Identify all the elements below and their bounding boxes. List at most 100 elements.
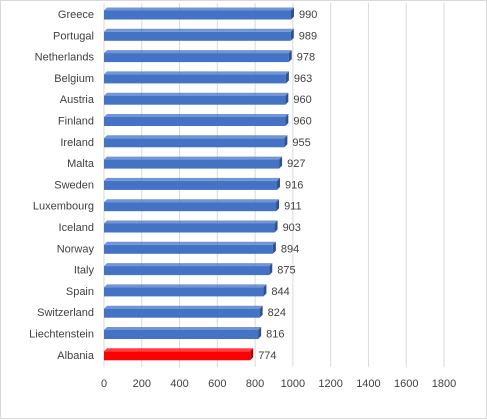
- x-tick-label: 800: [246, 378, 264, 390]
- bar-front-face: [104, 287, 264, 297]
- bar: [104, 114, 289, 126]
- bar-side-face: [285, 114, 289, 126]
- bar-top-face: [104, 135, 288, 139]
- category-label: Portugal: [53, 30, 94, 42]
- category-label: Spain: [66, 286, 94, 298]
- bar-front-face: [104, 266, 270, 276]
- bar-top-face: [104, 28, 294, 32]
- data-label: 774: [258, 350, 276, 362]
- bar-side-face: [269, 263, 273, 276]
- bar-front-face: [104, 351, 251, 361]
- bar-side-face: [291, 7, 294, 20]
- data-label: 960: [293, 116, 311, 128]
- data-label: 844: [271, 286, 289, 298]
- x-tick-label: 1800: [432, 378, 456, 390]
- bar-top-face: [104, 220, 278, 224]
- data-label: 816: [266, 329, 284, 341]
- bar-top-face: [104, 241, 276, 245]
- bar: [104, 177, 281, 190]
- bar: [104, 50, 292, 63]
- x-tick-label: 200: [133, 378, 151, 390]
- data-label: 824: [268, 307, 286, 319]
- bar-front-face: [104, 330, 259, 339]
- x-tick-label: 0: [101, 378, 107, 390]
- bar-front-face: [104, 31, 291, 41]
- x-tick-label: 1000: [281, 378, 305, 390]
- bar-front-face: [104, 180, 278, 190]
- bar-top-face: [104, 50, 292, 54]
- bar: [104, 156, 283, 169]
- x-tick-label: 1200: [318, 378, 342, 390]
- bar: [104, 28, 294, 41]
- data-label: 989: [299, 30, 317, 42]
- bar-side-face: [272, 241, 276, 254]
- bar-front-face: [104, 159, 280, 169]
- bar-top-face: [104, 114, 289, 117]
- bar-side-face: [276, 199, 280, 212]
- category-label: Switzerland: [37, 307, 94, 319]
- category-labels: Greece Portugal Netherlands Belgium Austria F…: [29, 9, 95, 362]
- bar-top-face: [104, 305, 263, 309]
- bar-top-face: [104, 92, 289, 96]
- x-tick-label: 1600: [394, 378, 418, 390]
- bar: [104, 263, 273, 276]
- bar: [104, 284, 267, 297]
- bars: [104, 7, 294, 361]
- bar-top-face: [104, 284, 267, 288]
- category-label: Austria: [60, 94, 95, 106]
- bar-top-face: [104, 7, 294, 11]
- value-labels: 990 989 978 963 960 960 955 927 916 911 903 894 875 8…: [258, 9, 317, 362]
- bar: [104, 135, 288, 148]
- bar-top-face: [104, 71, 289, 75]
- bar-front-face: [104, 117, 286, 126]
- category-label: Malta: [67, 158, 95, 170]
- bar-side-face: [277, 177, 281, 190]
- data-label: 990: [299, 9, 317, 21]
- bar-top-face: [104, 348, 254, 352]
- data-label: 960: [293, 94, 311, 106]
- data-label: 911: [284, 201, 302, 213]
- bar-top-face: [104, 156, 283, 160]
- bar-side-face: [250, 348, 254, 361]
- bar-side-face: [279, 156, 283, 169]
- bar: [104, 7, 294, 20]
- bar: [104, 220, 278, 233]
- bar: [104, 305, 263, 318]
- category-label: Luxembourg: [33, 201, 94, 213]
- category-label: Greece: [58, 9, 94, 21]
- data-label: 894: [281, 243, 299, 255]
- bar: [104, 199, 280, 212]
- bar-front-face: [104, 53, 289, 63]
- category-label: Italy: [74, 265, 95, 277]
- data-label: 875: [277, 265, 295, 277]
- bar-front-face: [104, 244, 273, 254]
- bar-side-face: [258, 327, 262, 339]
- x-tick-label: 1400: [356, 378, 380, 390]
- category-label: Finland: [58, 116, 94, 128]
- bar-side-face: [259, 305, 263, 318]
- bar-front-face: [104, 138, 285, 148]
- bar-side-face: [274, 220, 278, 233]
- bar-front-face: [104, 10, 291, 20]
- category-label: Ireland: [60, 137, 94, 149]
- data-label: 978: [297, 52, 315, 64]
- bar-side-face: [285, 71, 289, 84]
- category-label: Sweden: [54, 179, 94, 191]
- bar-front-face: [104, 74, 286, 84]
- bar-top-face: [104, 263, 273, 267]
- x-axis-tick-labels: 0 200 400 600 800 1000 1200 1400 1600 1800: [101, 378, 456, 390]
- bar-top-face: [104, 199, 280, 203]
- category-label: Albania: [57, 350, 95, 362]
- bar-front-face: [104, 95, 286, 105]
- bar-side-face: [284, 135, 288, 148]
- category-label: Liechtenstein: [29, 329, 94, 341]
- x-tick-label: 600: [208, 378, 226, 390]
- category-label: Netherlands: [35, 52, 95, 64]
- bar: [104, 348, 254, 361]
- bar: [104, 92, 289, 105]
- data-label: 916: [285, 179, 303, 191]
- x-tick-label: 400: [170, 378, 188, 390]
- bar-side-face: [288, 50, 292, 63]
- bar: [104, 71, 289, 84]
